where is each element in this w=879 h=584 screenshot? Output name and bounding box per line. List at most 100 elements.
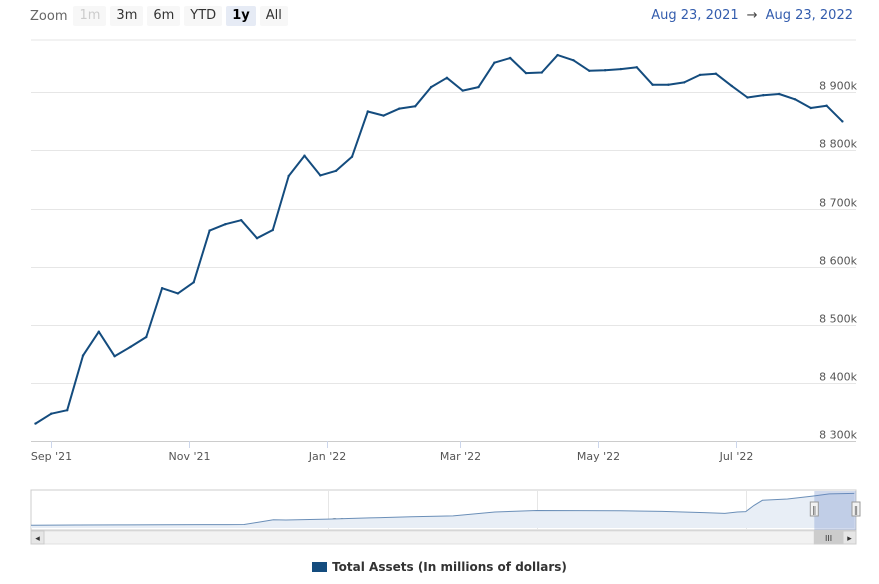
data-point: [303, 154, 306, 157]
data-point: [746, 96, 749, 99]
navigator-area: [31, 493, 855, 528]
data-point: [224, 223, 227, 226]
data-point: [714, 72, 718, 75]
data-point: [240, 219, 243, 222]
data-point: [382, 114, 385, 117]
data-point: [509, 56, 512, 60]
data-point: [667, 83, 670, 86]
scroll-left-arrow-icon: ◂: [35, 534, 40, 544]
legend-swatch: [312, 562, 328, 572]
data-point: [34, 422, 37, 425]
data-point: [129, 345, 132, 349]
data-point: [66, 409, 69, 412]
data-point: [793, 98, 797, 101]
navigator-left-handle-glyph: ‖: [812, 506, 817, 516]
data-point: [429, 85, 433, 89]
zoom-6m-button[interactable]: 6m: [147, 6, 181, 26]
scroll-right-button[interactable]: [842, 530, 857, 545]
data-point: [809, 106, 812, 110]
zoom-1y-button[interactable]: 1y: [226, 6, 256, 26]
data-point: [50, 412, 53, 415]
navigator-selection[interactable]: [814, 491, 857, 530]
x-tick-label: Nov '21: [169, 450, 211, 463]
y-tick-label: 8 500k: [819, 313, 857, 326]
data-point: [635, 66, 638, 69]
range-arrow: →: [746, 8, 758, 23]
data-point: [493, 61, 496, 64]
data-point: [113, 355, 116, 358]
data-point: [160, 287, 164, 290]
x-tick-label: Jan '22: [308, 450, 346, 463]
x-axis: Sep '21 Nov '21 Jan '22 Mar '22 May '22 Jul '…: [31, 441, 754, 463]
data-point: [255, 237, 259, 240]
x-tick-label: May '22: [577, 450, 620, 463]
y-tick-label: 8 400k: [819, 371, 857, 384]
data-point: [619, 67, 623, 71]
navigator-left-handle[interactable]: ‖: [809, 501, 819, 517]
data-point: [461, 89, 464, 92]
data-point: [319, 174, 322, 177]
data-point: [97, 330, 101, 333]
y-tick-label: 8 600k: [819, 255, 857, 268]
zoom-label: Zoom: [30, 8, 68, 24]
navigator-right-handle[interactable]: ‖: [851, 501, 861, 517]
data-point: [588, 69, 591, 73]
data-point: [366, 110, 369, 113]
y-tick-label: 8 700k: [819, 197, 857, 210]
scroll-right-arrow-icon: ▸: [847, 534, 852, 544]
navigator[interactable]: 201020152020 ‖ ‖: [30, 489, 861, 531]
range-from-input[interactable]: Aug 23, 2021: [651, 8, 739, 23]
zoom-ytd-button[interactable]: YTD: [184, 6, 223, 26]
data-point: [683, 81, 686, 84]
data-point: [334, 169, 338, 172]
data-point: [350, 155, 354, 158]
zoom-3m-button[interactable]: 3m: [110, 6, 144, 26]
navigator-line: [30, 492, 855, 526]
y-axis: 8 300k 8 400k 8 500k 8 600k 8 700k 8 800k 8 90…: [819, 80, 857, 442]
data-point: [398, 107, 401, 110]
y-tick-label: 8 300k: [819, 429, 857, 442]
gridlines: [31, 39, 856, 442]
zoom-1m-button[interactable]: 1m: [73, 6, 107, 26]
data-point: [730, 84, 733, 88]
data-point: [477, 85, 480, 89]
data-point: [540, 71, 543, 74]
y-tick-label: 8 900k: [819, 80, 857, 93]
series-line: [34, 54, 844, 425]
navigator-right-handle-glyph: ‖: [854, 506, 859, 516]
legend-label: Total Assets (In millions of dollars): [332, 560, 567, 574]
data-point: [825, 104, 828, 107]
data-point: [698, 73, 702, 77]
legend[interactable]: Total Assets (In millions of dollars): [0, 560, 879, 574]
x-tick-label: Jul '22: [719, 450, 754, 463]
data-point: [572, 59, 575, 62]
data-point: [841, 120, 844, 123]
data-point: [208, 229, 211, 232]
date-range: Aug 23, 2021 → Aug 23, 2022: [651, 8, 853, 23]
data-point: [145, 335, 148, 339]
data-point: [192, 281, 195, 284]
scrollbar-thumb-grip: III: [825, 534, 832, 543]
data-point: [762, 94, 765, 97]
data-point: [778, 92, 781, 96]
zoom-bar: Zoom 1m 3m 6m YTD 1y All: [30, 6, 292, 26]
series-points: [34, 53, 844, 425]
scrollbar-track[interactable]: [30, 530, 857, 545]
data-point: [603, 69, 607, 72]
data-point: [271, 228, 274, 232]
zoom-all-button[interactable]: All: [259, 6, 288, 26]
x-tick-label: Mar '22: [440, 450, 481, 463]
data-point: [287, 174, 290, 178]
data-point: [651, 83, 654, 86]
data-point: [556, 53, 559, 57]
y-tick-label: 8 800k: [819, 138, 857, 151]
scroll-left-button[interactable]: [30, 530, 45, 545]
scrollbar[interactable]: ◂ III ▸: [30, 530, 857, 545]
range-to-input[interactable]: Aug 23, 2022: [765, 8, 853, 23]
data-point: [524, 71, 528, 75]
data-point: [445, 76, 449, 80]
data-point: [81, 354, 85, 357]
data-point: [176, 292, 180, 295]
x-tick-label: Sep '21: [31, 450, 72, 463]
